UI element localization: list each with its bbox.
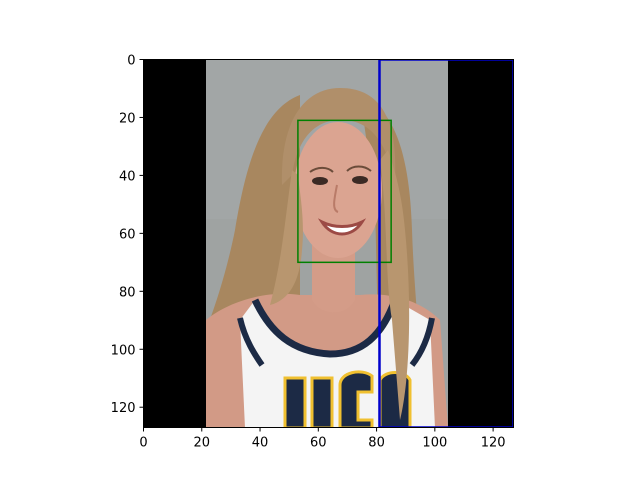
x-tick-label: 100 <box>422 436 447 451</box>
smile <box>317 218 367 236</box>
x-tick-label: 40 <box>252 436 269 451</box>
axes-frame <box>143 59 514 428</box>
y-tick-label: 80 <box>119 285 136 300</box>
jersey-arm-trim-left <box>237 317 265 367</box>
brow-right <box>346 165 372 172</box>
hair-top <box>281 88 396 185</box>
y-tick-label: 100 <box>111 343 136 358</box>
y-tick-label: 0 <box>127 54 135 69</box>
y-tick-label: 20 <box>119 111 136 126</box>
jersey-lettering <box>283 370 412 428</box>
jersey-arm-trim-right <box>409 317 435 367</box>
x-tick-label: 80 <box>368 436 385 451</box>
x-tick-label: 0 <box>139 436 147 451</box>
eye-left <box>312 177 328 185</box>
x-tick-label: 120 <box>481 436 506 451</box>
x-tick-label: 60 <box>310 436 327 451</box>
eye-right <box>352 176 368 184</box>
hair-front-right <box>380 150 410 420</box>
blue-bounding-box <box>378 59 514 428</box>
y-axis: 0 20 40 60 80 100 120 <box>111 54 144 416</box>
face-bounding-box <box>297 119 392 264</box>
hair-front-left <box>270 170 303 305</box>
nose <box>333 184 339 213</box>
x-tick-label: 20 <box>193 436 210 451</box>
face <box>294 122 382 258</box>
y-tick-label: 40 <box>119 169 136 184</box>
brow-left <box>309 166 334 173</box>
x-axis: 0 20 40 60 80 100 120 <box>139 427 506 451</box>
image-content <box>143 59 514 428</box>
y-tick-label: 60 <box>119 227 136 242</box>
y-tick-label: 120 <box>111 401 136 416</box>
